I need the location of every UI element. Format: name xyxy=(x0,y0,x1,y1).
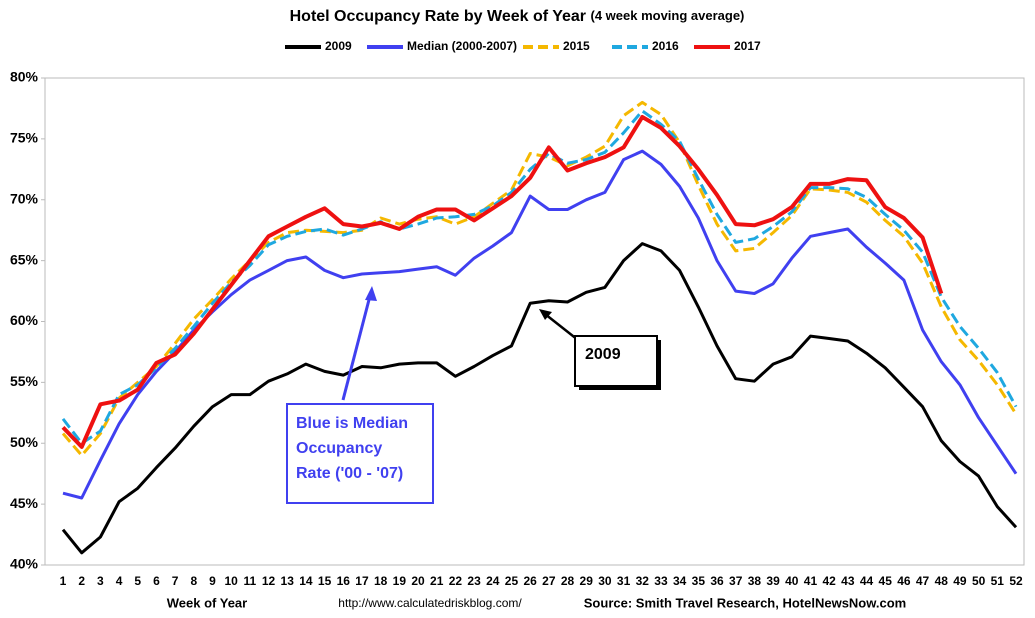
title: Hotel Occupancy Rate by Week of Year xyxy=(290,8,586,25)
series-line xyxy=(61,109,1018,445)
x-tick-label: 15 xyxy=(318,574,332,588)
x-tick-label: 1 xyxy=(60,574,67,588)
x-tick-label: 27 xyxy=(542,574,556,588)
y-tick-label: 45% xyxy=(10,495,39,511)
annotation-text: 2009 xyxy=(585,346,621,363)
x-tick-label: 30 xyxy=(598,574,612,588)
x-tick-label: 42 xyxy=(822,574,836,588)
plot-border xyxy=(44,77,1025,566)
annotation-text: Blue is Median xyxy=(296,415,408,432)
x-tick-label: 52 xyxy=(1009,574,1023,588)
series-line xyxy=(61,100,1018,457)
y-tick-label: 40% xyxy=(10,556,39,572)
x-tick-label: 3 xyxy=(97,574,104,588)
x-tick-label: 26 xyxy=(523,574,537,588)
x-tick-label: 10 xyxy=(224,574,238,588)
x-tick-label: 19 xyxy=(393,574,407,588)
legend-label: 2009 xyxy=(325,39,352,53)
x-tick-label: 48 xyxy=(935,574,949,588)
y-tick-label: 75% xyxy=(10,130,39,146)
y-tick-label: 50% xyxy=(10,434,39,450)
annotation-text: Rate ('00 - '07) xyxy=(296,465,403,482)
x-tick-label: 41 xyxy=(804,574,818,588)
x-tick-label: 6 xyxy=(153,574,160,588)
legend-label: 2016 xyxy=(652,39,679,53)
arrow xyxy=(341,291,373,401)
x-tick-label: 28 xyxy=(561,574,575,588)
x-tick-label: 39 xyxy=(766,574,780,588)
y-tick-label: 60% xyxy=(10,312,39,328)
x-tick-label: 21 xyxy=(430,574,444,588)
annotation-box xyxy=(286,403,434,504)
legend-label: 2017 xyxy=(734,39,761,53)
y-tick-label: 65% xyxy=(10,251,39,267)
arrow-head xyxy=(539,309,552,320)
series-line xyxy=(61,115,944,449)
x-tick-label: 45 xyxy=(879,574,893,588)
legend-label: 2015 xyxy=(563,39,590,53)
x-tick-label: 36 xyxy=(710,574,724,588)
x-tick-label: 43 xyxy=(841,574,855,588)
arrow xyxy=(544,313,579,341)
x-tick-label: 49 xyxy=(953,574,967,588)
x-tick-label: 25 xyxy=(505,574,519,588)
x-tick-label: 35 xyxy=(692,574,706,588)
y-tick-label: 80% xyxy=(10,69,39,85)
x-tick-label: 5 xyxy=(134,574,141,588)
x-tick-label: 32 xyxy=(636,574,650,588)
x-tick-label: 4 xyxy=(116,574,123,588)
url: http://www.calculatedriskblog.com/ xyxy=(338,596,522,610)
chart-title: Hotel Occupancy Rate by Week of Year (4 … xyxy=(290,8,745,25)
x-tick-label: 13 xyxy=(281,574,295,588)
x-tick-label: 9 xyxy=(209,574,216,588)
x-tick-label: 31 xyxy=(617,574,631,588)
legend-label: Median (2000-2007) xyxy=(407,39,517,53)
x-tick-label: 46 xyxy=(897,574,911,588)
x-tick-label: 11 xyxy=(244,574,257,588)
x-tick-label: 22 xyxy=(449,574,463,588)
arrow-head xyxy=(365,286,377,301)
annotation-text: Occupancy xyxy=(296,440,382,457)
x-tick-label: 50 xyxy=(972,574,986,588)
x-tick-label: 17 xyxy=(355,574,369,588)
y-tick-label: 55% xyxy=(10,373,39,389)
annotation-box xyxy=(574,335,658,387)
x-tick-label: 34 xyxy=(673,574,687,588)
x-tick-label: 37 xyxy=(729,574,743,588)
x-tick-label: 29 xyxy=(580,574,594,588)
x-tick-label: 24 xyxy=(486,574,500,588)
x-tick-label: 2 xyxy=(78,574,85,588)
x-tick-label: 16 xyxy=(337,574,351,588)
source: Source: Smith Travel Research, HotelNews… xyxy=(584,595,906,610)
series-line xyxy=(62,149,1018,500)
x-tick-label: 38 xyxy=(748,574,762,588)
x-tick-label: 18 xyxy=(374,574,388,588)
x-tick-label: 51 xyxy=(991,574,1005,588)
subtitle: (4 week moving average) xyxy=(590,8,744,23)
x-tick-label: 8 xyxy=(190,574,197,588)
x-tick-label: 44 xyxy=(860,574,874,588)
x-tick-label: 33 xyxy=(654,574,668,588)
x-tick-label: 12 xyxy=(262,574,276,588)
x-tick-label: 20 xyxy=(411,574,425,588)
x-tick-label: 23 xyxy=(467,574,481,588)
y-tick-label: 70% xyxy=(10,190,39,206)
series-line xyxy=(61,242,1018,555)
x-tick-label: 7 xyxy=(172,574,179,588)
x-tick-label: 40 xyxy=(785,574,799,588)
x-tick-label: 14 xyxy=(299,574,313,588)
x-tick-label: 47 xyxy=(916,574,930,588)
x-axis-label: Week of Year xyxy=(167,595,247,610)
